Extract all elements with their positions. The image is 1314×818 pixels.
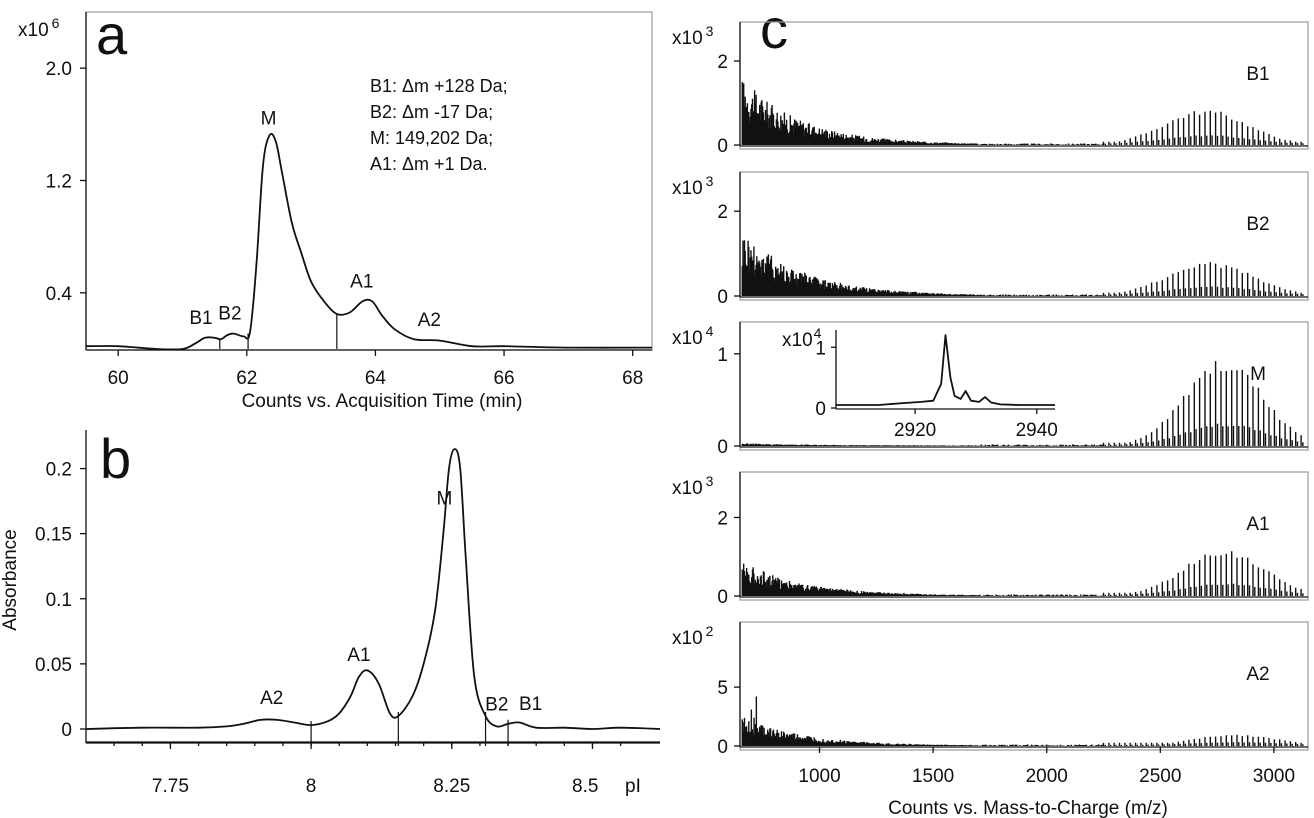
- panel-c-x-tick-label: 1500: [912, 766, 954, 787]
- panel-c-multiplier-m: x10 4: [672, 323, 714, 349]
- panel-a-y-tick-label: 2.0: [46, 59, 72, 80]
- panel-c-y-tick-label: 0: [717, 136, 728, 157]
- panel-b-y-tick-label: 0.05: [35, 655, 72, 676]
- panel-b-peak-label-b2: B2: [485, 694, 508, 715]
- panel-b-y-tick-label: 0.2: [46, 460, 72, 481]
- panel-c-y-tick-label: 0: [717, 437, 728, 458]
- panel-a-peak-label-a2: A2: [418, 310, 441, 331]
- panel-c-label-a2: A2: [1246, 664, 1269, 685]
- panel-c-y-tick-label: 2: [717, 508, 728, 529]
- panel-c-multiplier-a2: x10 2: [672, 623, 714, 649]
- panel-a-y-tick-label: 0.4: [46, 284, 73, 305]
- panel-c-x-tick-label: 1000: [798, 766, 840, 787]
- panel-a-tic-trace: [85, 132, 653, 351]
- panel-c-charge-envelope: [1102, 361, 1304, 446]
- panel-c-charge-envelope: [1102, 734, 1304, 746]
- panel-c-x-tick-label: 3000: [1253, 766, 1295, 787]
- panel-b-y-tick-label: 0.1: [46, 590, 72, 611]
- panel-c-inset-x-tick-label: 2940: [1016, 420, 1058, 441]
- panel-c-inset-multiplier: x104: [782, 325, 822, 351]
- panel-a-x-label: Counts vs. Acquisition Time (min): [242, 391, 523, 412]
- panel-c-low-mz-signals: [741, 443, 1104, 446]
- panel-b-x-unit: pI: [625, 776, 641, 797]
- panel-c-letter: c: [760, 0, 788, 60]
- panel-c-x-tick-label: 2500: [1139, 766, 1181, 787]
- panel-a-peak-label-m: M: [261, 108, 277, 129]
- panel-a-peak-label-b1: B1: [189, 308, 212, 329]
- panel-a-x-tick-label: 60: [108, 368, 129, 389]
- panel-b-peak-label-m: M: [437, 489, 453, 510]
- panel-a-y-tick-label: 1.2: [46, 172, 72, 193]
- panel-c-inset-y-tick-label: 1: [815, 338, 826, 359]
- panel-a-legend-line-2: B2: Δm -17 Da;: [370, 102, 493, 122]
- panel-a-letter: a: [96, 3, 128, 66]
- panel-c-y-tick-label: 1: [717, 345, 728, 366]
- panel-c-y-tick-label: 2: [717, 52, 728, 73]
- panel-b-x-tick-label: 8.25: [433, 776, 470, 797]
- panel-a: a x10 6 60 62 64 66 68 0.4 1.2 2.0 B1 B2 M A1 A2 B1:…: [18, 3, 653, 412]
- panel-a-x-tick-label: 62: [236, 368, 257, 389]
- panel-b-x-tick-label: 8.5: [572, 776, 598, 797]
- panel-b-peak-label-a2: A2: [260, 688, 283, 709]
- panel-c-multiplier-b2: x10 3: [672, 173, 714, 199]
- panel-c-label-b2: B2: [1246, 214, 1269, 235]
- panel-c-multiplier-b1: x10 3: [672, 23, 714, 49]
- panel-c-subplot-frame: [739, 621, 1309, 751]
- panel-b-y-tick-label: 0.15: [35, 525, 72, 546]
- panel-c-subplot-frame: [739, 471, 1309, 601]
- panel-c-label-m: M: [1250, 364, 1266, 385]
- panel-c-charge-envelope: [1102, 262, 1304, 296]
- panel-c-y-tick-label: 0: [717, 737, 728, 758]
- panel-b-y-label: Absorbance: [0, 529, 21, 630]
- panel-c-subplot-a2: 0 5 x10 2 A2: [672, 621, 1309, 758]
- panel-c-label-a1: A1: [1246, 514, 1269, 535]
- panel-b-x-tick-label: 7.75: [152, 776, 189, 797]
- panel-c-y-tick-label: 0: [717, 287, 728, 308]
- panel-a-legend-line-1: B1: Δm +128 Da;: [370, 76, 508, 96]
- panel-c-low-mz-signals: [741, 82, 1104, 145]
- panel-c-inset-trace: [836, 334, 1055, 406]
- panel-b-y-tick-label: 0: [61, 720, 72, 741]
- panel-b-absorbance-trace: [85, 448, 661, 730]
- panel-c-low-mz-signals: [741, 563, 1104, 596]
- panel-c-low-mz-signals: [741, 717, 1104, 746]
- panel-a-peak-label-b2: B2: [218, 304, 241, 325]
- panel-c-inset-x-tick-label: 2920: [894, 420, 936, 441]
- panel-c-low-mz-signals: [741, 240, 1104, 296]
- panel-c-y-tick-label: 2: [717, 202, 728, 223]
- panel-c-y-tick-label: 5: [717, 678, 728, 699]
- panel-b-peak-label-b1: B1: [519, 694, 542, 715]
- panel-b-x-tick-label: 8: [306, 776, 317, 797]
- panel-c-x-tick-label: 2000: [1026, 766, 1068, 787]
- panel-c-label-b1: B1: [1246, 64, 1269, 85]
- panel-a-x-tick-label: 64: [365, 368, 387, 389]
- panel-b-peak-label-a1: A1: [347, 645, 370, 666]
- panel-c-y-tick-label: 0: [717, 587, 728, 608]
- panel-c-x-label: Counts vs. Mass-to-Charge (m/z): [888, 798, 1168, 818]
- panel-a-x-tick-label: 68: [622, 368, 643, 389]
- panel-a-legend-line-4: A1: Δm +1 Da.: [370, 154, 488, 174]
- panel-b-letter: b: [100, 427, 131, 490]
- panel-a-multiplier: x10 6: [18, 15, 60, 41]
- panel-c-charge-envelope: [1102, 551, 1304, 596]
- panel-a-legend-line-3: M: 149,202 Da;: [370, 128, 493, 148]
- panel-c-charge-envelope: [1102, 110, 1304, 145]
- panel-c-multiplier-a1: x10 3: [672, 473, 714, 499]
- panel-c-inset-y-tick-label: 0: [815, 399, 826, 420]
- panel-a-peak-label-a1: A1: [350, 271, 373, 292]
- panel-a-x-tick-label: 66: [493, 368, 514, 389]
- panel-c-inset: x104 0 1 2920 2940: [782, 325, 1058, 441]
